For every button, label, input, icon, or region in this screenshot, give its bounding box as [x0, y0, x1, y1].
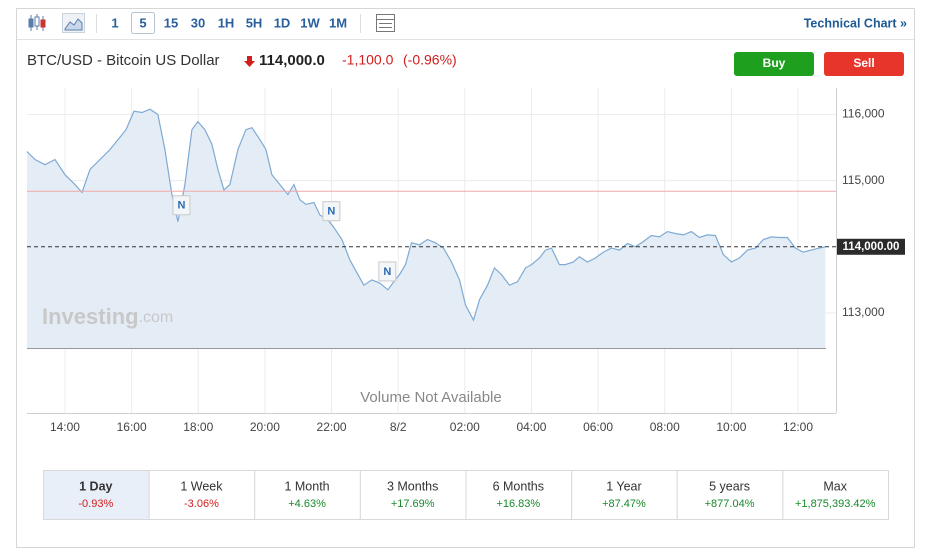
x-tick-label: 10:00: [716, 420, 746, 434]
volume-note: Volume Not Available: [360, 389, 501, 406]
candle-icon[interactable]: [28, 14, 46, 31]
y-tick-label: 113,000: [842, 305, 885, 319]
x-tick-label: 02:00: [450, 420, 480, 434]
x-tick-label: 22:00: [317, 420, 347, 434]
buy-label[interactable]: Buy: [763, 56, 786, 70]
period-label[interactable]: 5 years: [709, 479, 750, 493]
period-cell[interactable]: [782, 470, 889, 520]
period-cell[interactable]: [571, 470, 678, 520]
x-tick-label: 20:00: [250, 420, 280, 434]
watermark-name: Investing: [42, 304, 139, 329]
x-tick-label: 12:00: [783, 420, 813, 434]
news-marker-label[interactable]: N: [327, 206, 335, 218]
table-icon[interactable]: [376, 14, 395, 32]
news-marker-label[interactable]: N: [383, 266, 391, 278]
period-cell[interactable]: [359, 470, 467, 520]
buy-button[interactable]: [734, 52, 814, 76]
sell-button[interactable]: [824, 52, 904, 76]
period-change: +17.69%: [391, 498, 435, 510]
period-cell[interactable]: [465, 470, 573, 520]
news-marker-label[interactable]: N: [177, 200, 185, 212]
watermark-domain: .com: [139, 309, 174, 326]
news-marker[interactable]: [378, 261, 397, 282]
interval-button[interactable]: 5H: [246, 15, 263, 30]
interval-button[interactable]: 1W: [300, 15, 320, 30]
period-cell[interactable]: [148, 470, 256, 520]
area-icon[interactable]: [62, 13, 85, 33]
x-tick-label: 18:00: [183, 420, 213, 434]
technical-chart-link[interactable]: Technical Chart »: [804, 16, 907, 30]
period-label[interactable]: 1 Week: [180, 479, 223, 493]
news-marker[interactable]: [322, 201, 341, 222]
watermark: Investing.com: [42, 304, 173, 329]
x-tick-label: 8/2: [390, 420, 407, 434]
last-price-label: 114,000.00: [843, 241, 900, 253]
period-label[interactable]: Max: [823, 479, 847, 493]
interval-button[interactable]: 1: [111, 15, 118, 30]
period-label[interactable]: 3 Months: [387, 479, 438, 493]
period-change: +87.47%: [602, 498, 646, 510]
period-label[interactable]: 6 Months: [493, 479, 544, 493]
interval-button[interactable]: 15: [164, 15, 178, 30]
sell-label[interactable]: Sell: [853, 56, 874, 70]
period-change: +16.83%: [496, 498, 540, 510]
interval-button[interactable]: 30: [191, 15, 205, 30]
down-arrow: [244, 56, 255, 67]
x-tick-label: 08:00: [650, 420, 680, 434]
price: 114,000.0: [259, 52, 325, 69]
news-marker[interactable]: [172, 195, 191, 216]
x-tick-label: 14:00: [50, 420, 80, 434]
interval-button[interactable]: 1H: [218, 15, 235, 30]
y-tick-label: 115,000: [842, 173, 885, 187]
change-percent: (-0.96%): [403, 52, 457, 68]
interval-button[interactable]: 1D: [274, 15, 291, 30]
period-change: +4.63%: [288, 498, 326, 510]
interval-selected: [131, 12, 155, 34]
x-tick-label: 04:00: [516, 420, 546, 434]
x-tick-label: 06:00: [583, 420, 613, 434]
period-label[interactable]: 1 Month: [284, 479, 329, 493]
period-label[interactable]: 1 Year: [606, 479, 641, 493]
period-change: +877.04%: [705, 498, 755, 510]
period-change: -0.93%: [78, 498, 113, 510]
last-price-box: [837, 238, 905, 255]
period-cell[interactable]: [676, 470, 784, 520]
period-change: -3.06%: [184, 498, 219, 510]
price-area: [27, 109, 826, 348]
x-tick-label: 16:00: [117, 420, 147, 434]
instrument-title: BTC/USD - Bitcoin US Dollar: [27, 52, 220, 69]
y-tick-label: 116,000: [842, 107, 885, 121]
period-cell[interactable]: [43, 470, 150, 520]
period-cell[interactable]: [254, 470, 361, 520]
interval-button[interactable]: 5: [139, 15, 146, 30]
change: -1,100.0: [342, 52, 394, 68]
period-label[interactable]: 1 Day: [79, 479, 112, 493]
interval-button[interactable]: 1M: [329, 15, 347, 30]
period-change: +1,875,393.42%: [795, 498, 876, 510]
